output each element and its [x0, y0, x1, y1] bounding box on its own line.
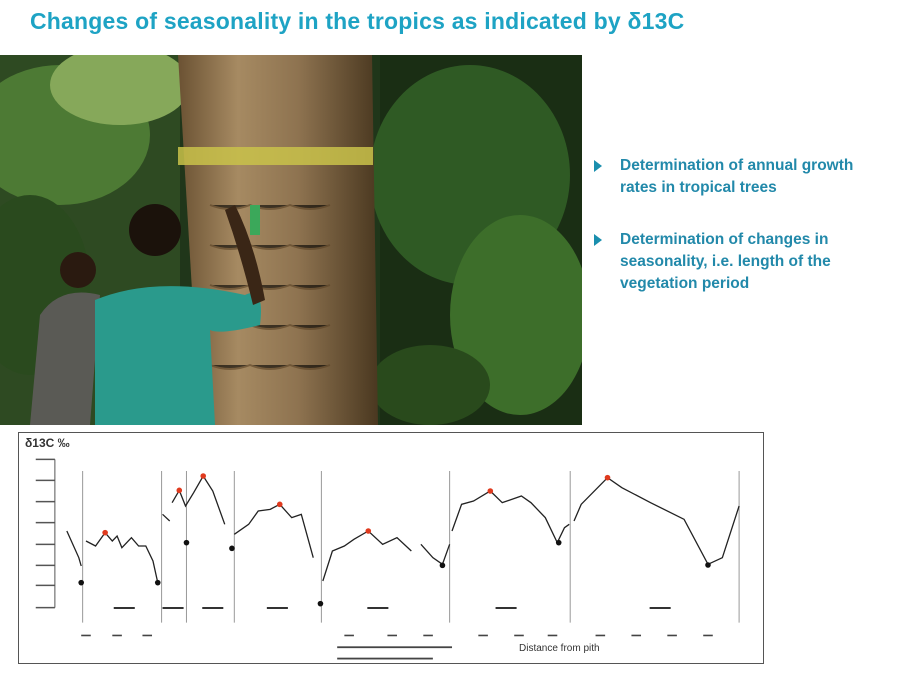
minimum-marker	[183, 539, 190, 546]
isotope-profile-figure: δ13C ‰ Distance from pith	[18, 432, 764, 664]
x-tick-label	[423, 634, 433, 637]
maximum-marker	[200, 473, 207, 479]
maximum-marker	[102, 529, 108, 536]
maximum-marker	[604, 474, 611, 481]
isotope-series-line	[451, 490, 570, 545]
ring-year-label	[367, 607, 389, 609]
minimum-marker	[78, 579, 85, 586]
maximum-marker	[276, 501, 283, 508]
x-axis-caption: Distance from pith	[519, 643, 600, 654]
ring-year-label	[202, 607, 224, 609]
minimum-marker	[154, 579, 161, 586]
isotope-plot	[35, 458, 740, 660]
x-tick-label	[703, 634, 713, 637]
ring-year-label	[495, 607, 517, 609]
maximum-marker	[487, 488, 494, 494]
ring-year-label	[113, 607, 135, 609]
x-tick-label	[142, 634, 153, 637]
isotope-series-line	[420, 543, 451, 566]
x-tick-label	[514, 634, 524, 637]
triangle-bullet-icon	[594, 234, 602, 246]
x-tick-label	[547, 634, 558, 637]
bullet-item: Determination of changes in seasonality,…	[590, 229, 890, 295]
caption-line	[337, 657, 433, 660]
triangle-bullet-icon	[594, 160, 602, 172]
bullet-list: Determination of annual growth rates in …	[590, 155, 890, 325]
ring-year-label	[649, 607, 671, 609]
isotope-series-line	[66, 530, 82, 567]
ring-year-label	[266, 607, 288, 609]
x-tick-label	[631, 634, 642, 637]
isotope-series-line	[171, 474, 226, 525]
maximum-marker	[176, 487, 183, 494]
bullet-text: Determination of annual growth rates in …	[620, 157, 854, 196]
y-axis-label: δ13C ‰	[25, 436, 70, 450]
maximum-marker	[365, 528, 372, 534]
x-tick-label	[667, 634, 677, 637]
isotope-series-line	[85, 531, 159, 583]
field-photo-tree-sampling	[0, 55, 582, 425]
isotope-series-line	[162, 513, 171, 522]
minimum-marker	[439, 562, 446, 569]
isotope-series-line	[573, 476, 740, 566]
x-tick-label	[112, 634, 122, 637]
x-tick-label	[478, 634, 488, 637]
minimum-marker	[555, 539, 562, 546]
isotope-series-line	[322, 530, 412, 582]
x-tick-label	[595, 634, 606, 637]
ring-year-label	[162, 607, 184, 609]
bullet-text: Determination of changes in seasonality,…	[620, 231, 831, 292]
bullet-item: Determination of annual growth rates in …	[590, 155, 890, 199]
x-tick-label	[344, 634, 354, 637]
slide-title: Changes of seasonality in the tropics as…	[30, 8, 685, 34]
minimum-marker	[705, 562, 711, 568]
minimum-marker	[229, 545, 235, 552]
caption-line	[337, 646, 453, 649]
minimum-marker	[317, 600, 324, 607]
x-tick-label	[81, 634, 91, 637]
x-tick-label	[387, 634, 397, 637]
isotope-series-line	[233, 503, 314, 558]
